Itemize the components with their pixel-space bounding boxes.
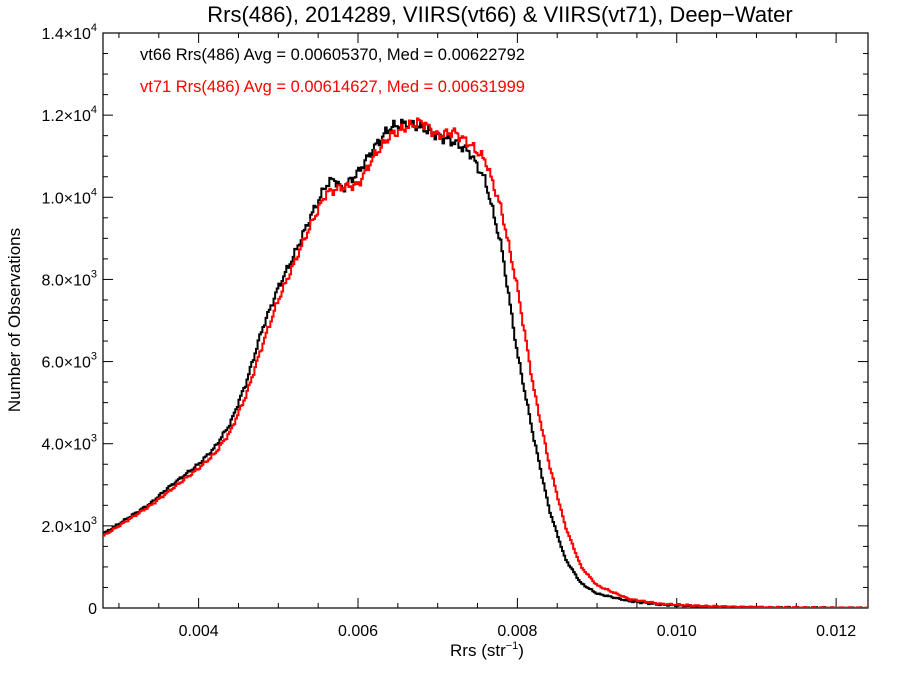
series-line-vt71 [103, 117, 868, 608]
annotation-vt66: vt66 Rrs(486) Avg = 0.00605370, Med = 0.… [140, 46, 525, 64]
y-tick-exponent: 3 [91, 515, 97, 527]
y-tick-label: 1.4×104 [41, 22, 97, 43]
y-tick-exponent: 4 [91, 22, 97, 34]
y-axis-label: Number of Observations [5, 228, 24, 412]
x-axis-label-suffix: ) [518, 641, 524, 660]
x-axis-label: Rrs (str−1) [450, 640, 524, 660]
x-tick-label: 0.006 [338, 623, 378, 640]
y-tick-exponent: 3 [91, 351, 97, 363]
y-tick-label: 6.0×103 [41, 351, 97, 372]
x-tick-label: 0.004 [179, 623, 219, 640]
x-axis: 0.004 0.006 0.008 0.010 0.012 [118, 33, 856, 640]
y-tick-label: 0 [88, 601, 97, 618]
x-axis-label-text: Rrs (str [450, 641, 506, 660]
y-tick-mantissa: 2.0×10 [41, 519, 90, 536]
x-axis-label-exponent: −1 [506, 640, 519, 652]
y-tick-mantissa: 1.2×10 [41, 108, 90, 125]
y-tick-label: 1.0×104 [41, 186, 97, 207]
y-axis: 02.0×1034.0×1036.0×1038.0×1031.0×1041.2×… [41, 22, 868, 618]
y-tick-label: 1.2×104 [41, 104, 97, 125]
y-tick-mantissa: 6.0×10 [41, 355, 90, 372]
y-tick-exponent: 4 [91, 186, 97, 198]
y-tick-exponent: 3 [91, 433, 97, 445]
y-tick-label: 2.0×103 [41, 515, 97, 536]
y-tick-mantissa: 1.0×10 [41, 190, 90, 207]
y-tick-mantissa: 1.4×10 [41, 26, 90, 43]
y-tick-mantissa: 8.0×10 [41, 272, 90, 289]
x-tick-label: 0.012 [816, 623, 856, 640]
y-tick-label: 8.0×103 [41, 268, 97, 289]
plot-frame [102, 32, 869, 609]
y-tick-mantissa: 0 [88, 601, 97, 618]
series-line-vt66 [103, 118, 868, 608]
y-tick-label: 4.0×103 [41, 433, 97, 454]
annotation-vt71: vt71 Rrs(486) Avg = 0.00614627, Med = 0.… [140, 78, 525, 96]
x-tick-label: 0.010 [657, 623, 697, 640]
series-group [103, 117, 868, 608]
y-tick-mantissa: 4.0×10 [41, 437, 90, 454]
y-tick-exponent: 3 [91, 268, 97, 280]
y-tick-exponent: 4 [91, 104, 97, 116]
x-tick-label: 0.008 [497, 623, 537, 640]
chart-title: Rrs(486), 2014289, VIIRS(vt66) & VIIRS(v… [207, 2, 792, 27]
